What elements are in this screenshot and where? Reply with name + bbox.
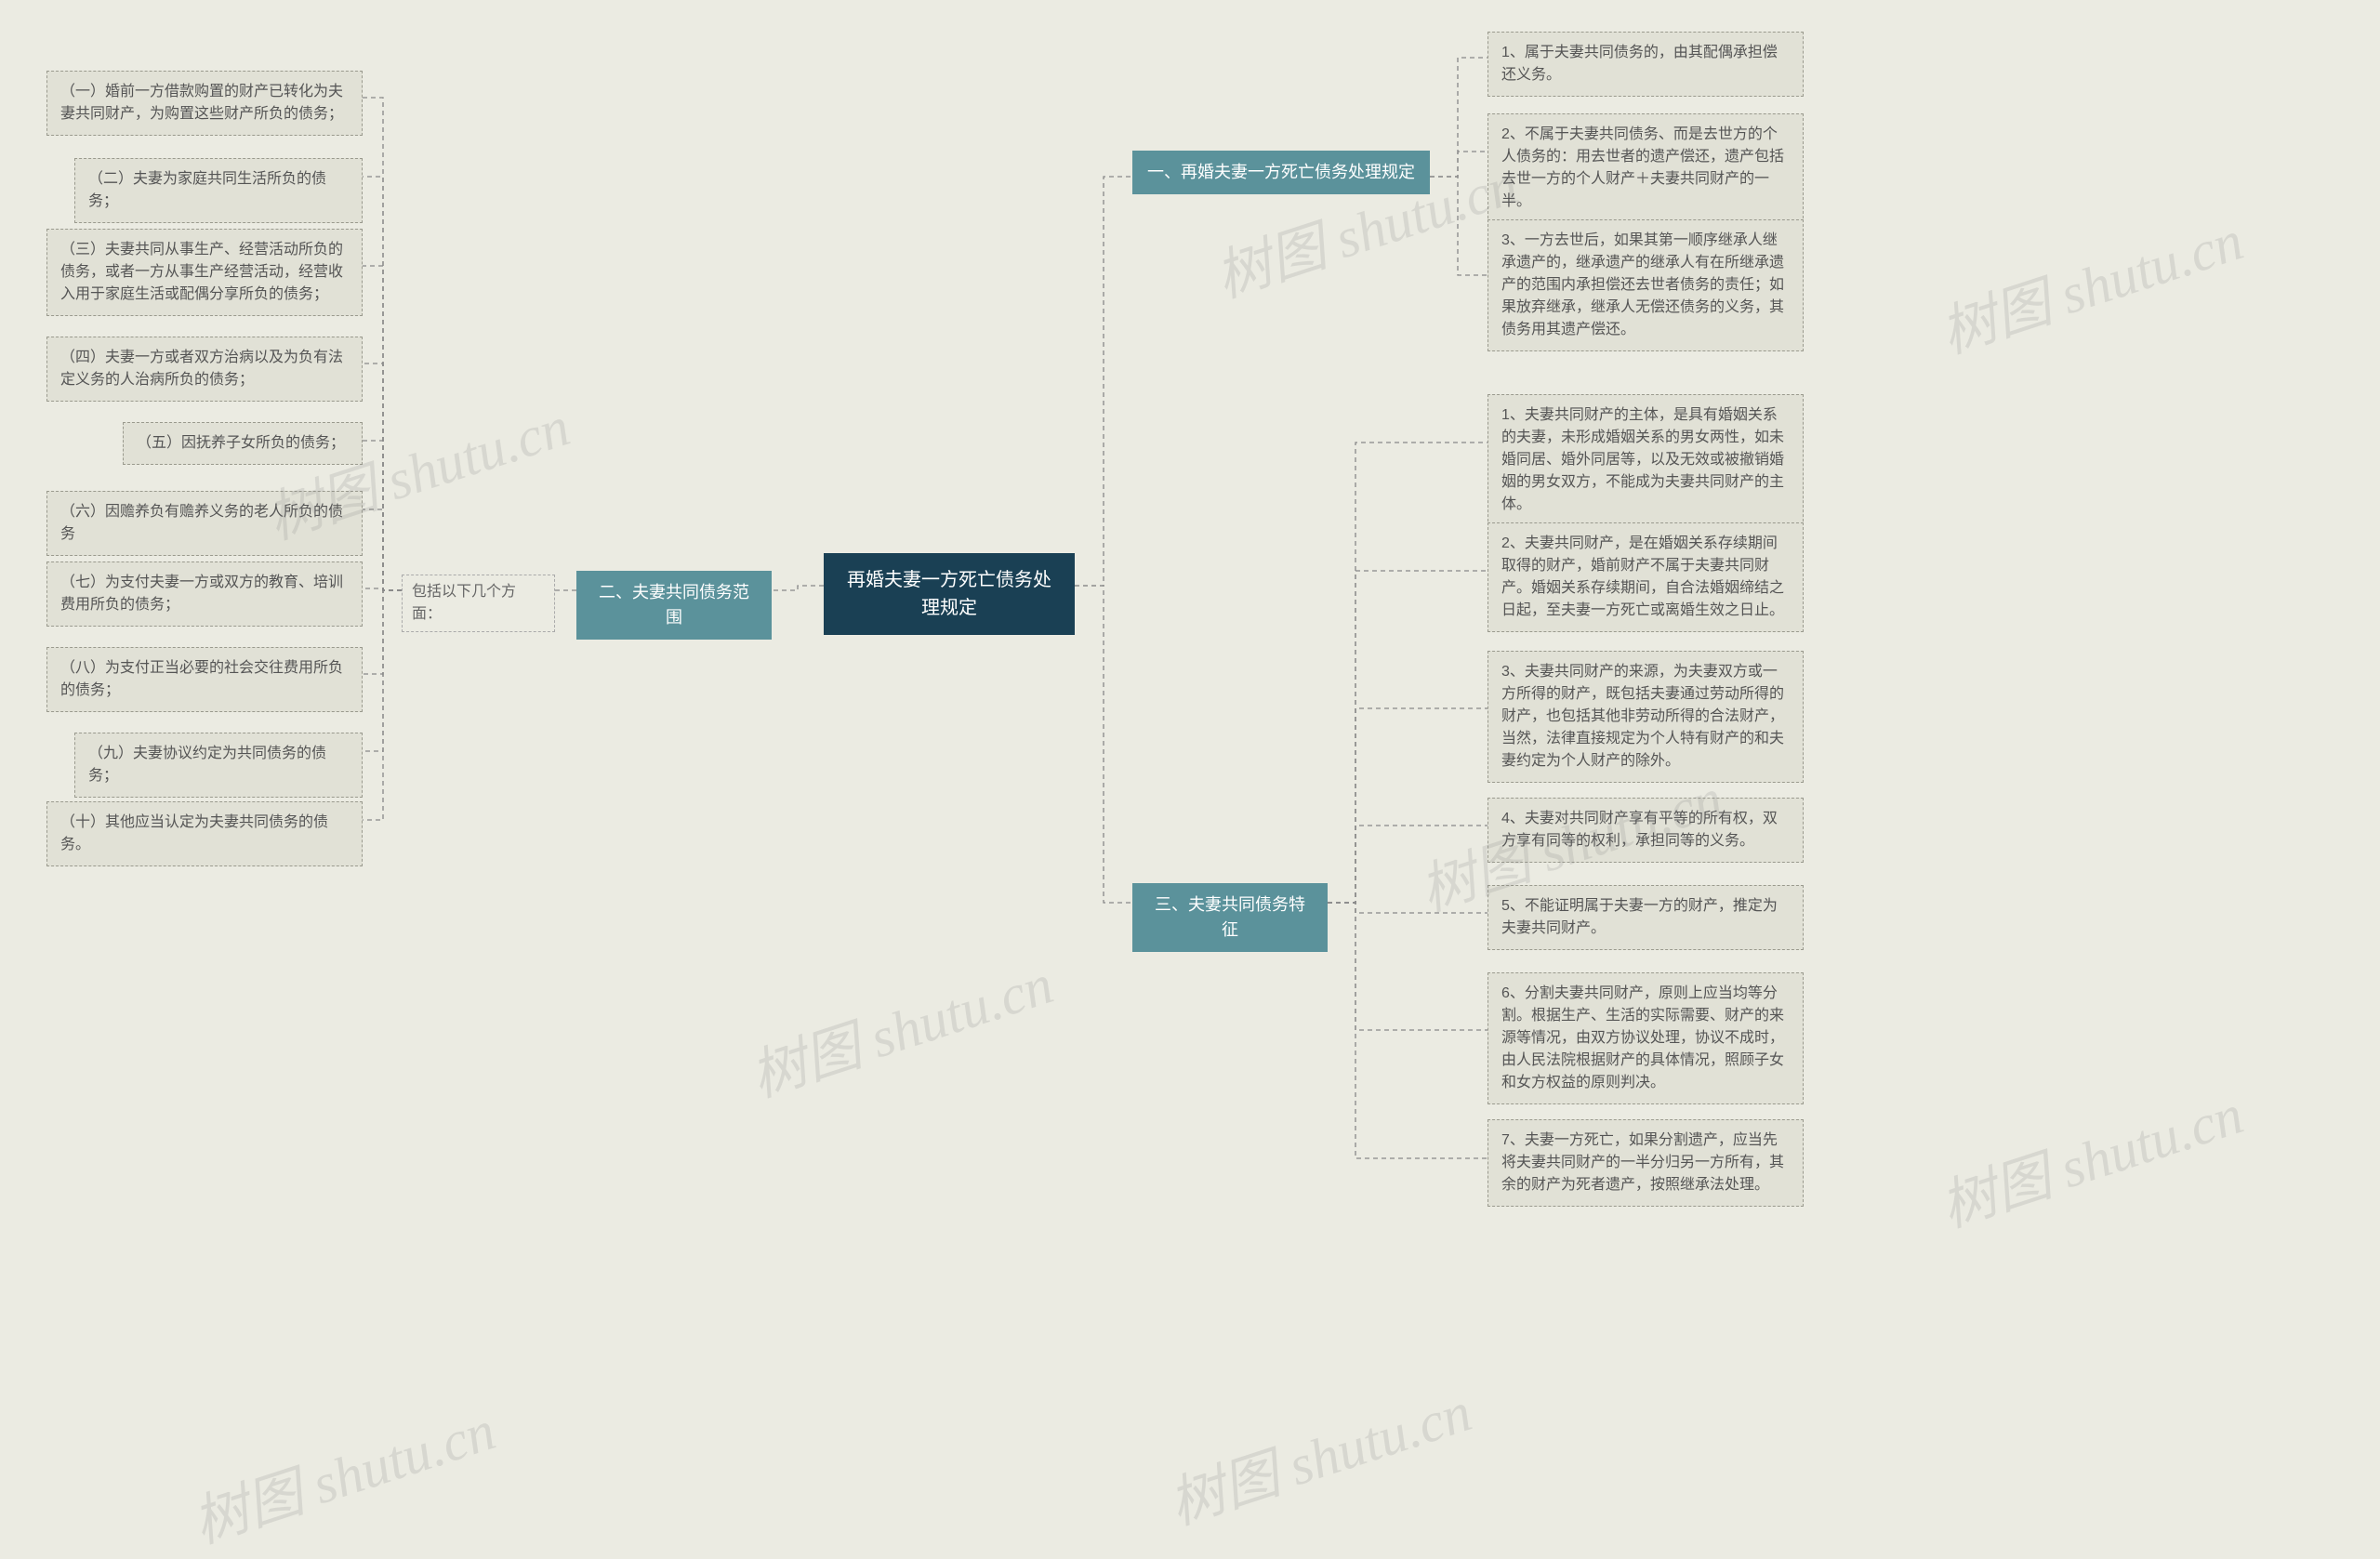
b2-leaf-5: （五）因抚养子女所负的债务； <box>123 422 363 465</box>
branch-3-label: 三、夫妻共同债务特征 <box>1155 895 1305 939</box>
watermark: 树图 shutu.cn <box>1157 1367 1480 1540</box>
b2-leaf-8: （八）为支付正当必要的社会交往费用所负的债务； <box>46 647 363 712</box>
branch-1-label: 一、再婚夫妻一方死亡债务处理规定 <box>1147 163 1415 181</box>
b3-leaf-4: 4、夫妻对共同财产享有平等的所有权，双方享有同等的权利，承担同等的义务。 <box>1488 798 1804 863</box>
branch-2-label: 二、夫妻共同债务范围 <box>599 583 749 627</box>
b1-leaf-2: 2、不属于夫妻共同债务、而是去世方的个人债务的：用去世者的遗产偿还，遗产包括去世… <box>1488 113 1804 223</box>
branch-2-intermediate-label: 包括以下几个方面： <box>412 584 516 622</box>
b3-leaf-1: 1、夫妻共同财产的主体，是具有婚姻关系的夫妻，未形成婚姻关系的男女两性，如未婚同… <box>1488 394 1804 526</box>
branch-3: 三、夫妻共同债务特征 <box>1132 883 1328 952</box>
b2-leaf-6: （六）因赡养负有赡养义务的老人所负的债务 <box>46 491 363 556</box>
b3-leaf-5: 5、不能证明属于夫妻一方的财产，推定为夫妻共同财产。 <box>1488 885 1804 950</box>
branch-2: 二、夫妻共同债务范围 <box>576 571 772 640</box>
b2-leaf-4: （四）夫妻一方或者双方治病以及为负有法定义务的人治病所负的债务； <box>46 337 363 402</box>
b1-leaf-3: 3、一方去世后，如果其第一顺序继承人继承遗产的，继承遗产的继承人有在所继承遗产的… <box>1488 219 1804 351</box>
watermark: 树图 shutu.cn <box>739 939 1062 1113</box>
branch-2-intermediate: 包括以下几个方面： <box>402 575 555 632</box>
b2-leaf-1: （一）婚前一方借款购置的财产已转化为夫妻共同财产，为购置这些财产所负的债务； <box>46 71 363 136</box>
b3-leaf-7: 7、夫妻一方死亡，如果分割遗产，应当先将夫妻共同财产的一半分归另一方所有，其余的… <box>1488 1119 1804 1207</box>
branch-1: 一、再婚夫妻一方死亡债务处理规定 <box>1132 151 1430 194</box>
b3-leaf-2: 2、夫妻共同财产，是在婚姻关系存续期间取得的财产，婚前财产不属于夫妻共同财产。婚… <box>1488 522 1804 632</box>
watermark: 树图 shutu.cn <box>181 1385 504 1559</box>
b1-leaf-1: 1、属于夫妻共同债务的，由其配偶承担偿还义务。 <box>1488 32 1804 97</box>
b3-leaf-3: 3、夫妻共同财产的来源，为夫妻双方或一方所得的财产，既包括夫妻通过劳动所得的财产… <box>1488 651 1804 783</box>
b2-leaf-7: （七）为支付夫妻一方或双方的教育、培训费用所负的债务； <box>46 562 363 627</box>
root-label: 再婚夫妻一方死亡债务处理规定 <box>847 570 1051 618</box>
b2-leaf-10: （十）其他应当认定为夫妻共同债务的债务。 <box>46 801 363 866</box>
root-node: 再婚夫妻一方死亡债务处理规定 <box>824 553 1075 635</box>
b2-leaf-3: （三）夫妻共同从事生产、经营活动所负的债务，或者一方从事生产经营活动，经营收入用… <box>46 229 363 316</box>
watermark: 树图 shutu.cn <box>1929 195 2252 369</box>
b2-leaf-9: （九）夫妻协议约定为共同债务的债务； <box>74 733 363 798</box>
watermark: 树图 shutu.cn <box>1929 1069 2252 1243</box>
b3-leaf-6: 6、分割夫妻共同财产，原则上应当均等分割。根据生产、生活的实际需要、财产的来源等… <box>1488 972 1804 1104</box>
b2-leaf-2: （二）夫妻为家庭共同生活所负的债务； <box>74 158 363 223</box>
